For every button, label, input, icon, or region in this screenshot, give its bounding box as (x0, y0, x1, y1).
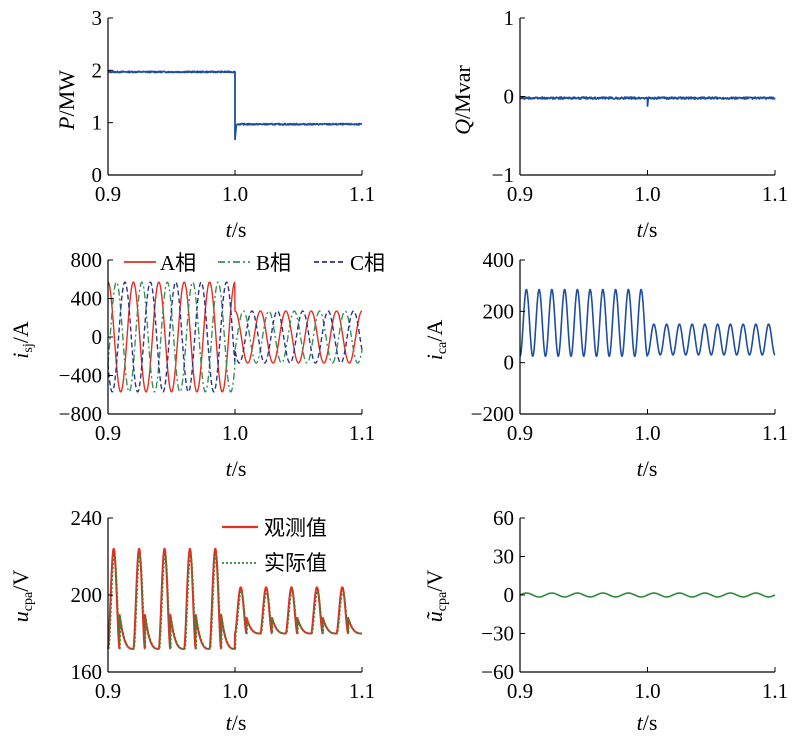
x-tick-label-isj: 1.1 (349, 421, 375, 445)
y-tick-label-uerr: 30 (493, 545, 514, 569)
chart-panel-q: −1 0 1 0.9 1.0 1.1 t/s Q/Mvar (450, 6, 788, 242)
y-tick-label-ica: 400 (483, 248, 515, 272)
x-tick-label-q: 1.1 (762, 182, 788, 206)
y-tick-label-p: 3 (92, 6, 103, 30)
y-tick-label-ucpa: 160 (71, 660, 103, 684)
plot-area-ica (519, 288, 776, 358)
x-tick-label-ucpa: 1.1 (349, 679, 375, 703)
y-tick-label-uerr: 60 (493, 506, 514, 530)
x-tick-label-q: 0.9 (507, 182, 533, 206)
y-tick-label-ucpa: 200 (71, 583, 103, 607)
x-tick-label-isj: 1.0 (222, 421, 248, 445)
y-axis-label-q: Q/Mvar (450, 64, 475, 134)
x-axis-label-ica: t/s (637, 456, 658, 481)
x-tick-label-uerr: 1.0 (634, 679, 660, 703)
y-tick-label-p: 0 (92, 163, 103, 187)
y-axis-label-ica: ica/A (422, 320, 450, 361)
series-line-phase-b (107, 281, 363, 393)
y-tick-label-p: 1 (92, 111, 103, 135)
series-line-p (107, 70, 363, 141)
legend-label-a: A相 (160, 251, 196, 275)
series-line-observed (107, 547, 363, 650)
x-tick-label-ucpa: 1.0 (222, 679, 248, 703)
series-line-actual (108, 553, 364, 650)
y-axis-label-p: P/MW (54, 70, 79, 131)
legend-label-observed: 观测值 (264, 516, 327, 540)
legend-label-c: C相 (350, 251, 385, 275)
series-line-phase-a (107, 281, 363, 393)
legend-label-b: B相 (256, 251, 291, 275)
x-tick-label-p: 1.1 (349, 182, 375, 206)
y-tick-label-isj: 0 (92, 325, 103, 349)
x-tick-label-q: 1.0 (634, 182, 660, 206)
x-tick-label-ucpa: 0.9 (95, 679, 121, 703)
y-tick-label-ica: −200 (471, 402, 514, 426)
series-line-q (519, 96, 776, 107)
legend-ucpa: 观测值 实际值 (222, 516, 327, 575)
x-axis-label-uerr: t/s (637, 710, 658, 735)
y-tick-label-p: 2 (92, 58, 103, 82)
y-tick-label-uerr: −30 (481, 622, 514, 646)
y-tick-label-uerr: 0 (504, 583, 515, 607)
x-tick-label-p: 1.0 (222, 182, 248, 206)
chart-panel-isj: −800 −400 0 400 800 0.9 1.0 1.1 t/s isj/A A相 B相… (8, 248, 385, 481)
legend-isj: A相 B相 C相 (124, 251, 385, 275)
x-tick-label-uerr: 1.1 (762, 679, 788, 703)
y-tick-label-q: 0 (504, 85, 515, 109)
y-tick-label-isj: 800 (71, 248, 103, 272)
x-axis-label-q: t/s (637, 217, 658, 242)
y-tick-label-q: 1 (504, 6, 515, 30)
chart-panel-uerr: −60 −30 0 30 60 0.9 1.0 1.1 t/s ũcpa/V (422, 506, 788, 735)
y-axis-label-uerr: ũcpa/V (422, 570, 450, 623)
plot-area-uerr (519, 592, 776, 598)
y-tick-label-q: −1 (492, 163, 514, 187)
x-tick-label-isj: 0.9 (95, 421, 121, 445)
x-axis-label-ucpa: t/s (226, 710, 247, 735)
y-tick-label-isj: 400 (71, 287, 103, 311)
y-axis-label-ucpa: ucpa/V (8, 570, 36, 623)
y-tick-label-isj: −800 (59, 402, 102, 426)
x-tick-label-uerr: 0.9 (507, 679, 533, 703)
series-line-phase-c (107, 281, 363, 393)
y-tick-label-ica: 200 (483, 299, 515, 323)
series-line-ica (519, 288, 776, 358)
x-axis-label-p: t/s (226, 217, 247, 242)
series-line-uerr (519, 592, 776, 598)
y-tick-label-ucpa: 240 (71, 506, 103, 530)
plot-area-ucpa (107, 547, 364, 650)
legend-label-actual: 实际值 (264, 551, 327, 575)
y-axis-label-isj: isj/A (8, 321, 36, 359)
x-tick-label-ica: 0.9 (507, 421, 533, 445)
chart-panel-ucpa: 160 200 240 0.9 1.0 1.1 t/s ucpa/V 观测值 实际值 (8, 506, 375, 735)
x-tick-label-ica: 1.0 (634, 421, 660, 445)
plot-area-isj (107, 281, 363, 393)
plot-area-q (519, 96, 776, 107)
y-tick-label-isj: −400 (59, 364, 102, 388)
x-axis-label-isj: t/s (226, 456, 247, 481)
plot-area-p (107, 70, 363, 141)
chart-panel-ica: −200 0 200 400 0.9 1.0 1.1 t/s ica/A (422, 248, 788, 481)
y-tick-label-uerr: −60 (481, 660, 514, 684)
x-tick-label-p: 0.9 (95, 182, 121, 206)
y-tick-label-ica: 0 (504, 351, 515, 375)
x-tick-label-ica: 1.1 (762, 421, 788, 445)
chart-panel-p: 0 1 2 3 0.9 1.0 1.1 t/s P/MW (54, 6, 375, 242)
